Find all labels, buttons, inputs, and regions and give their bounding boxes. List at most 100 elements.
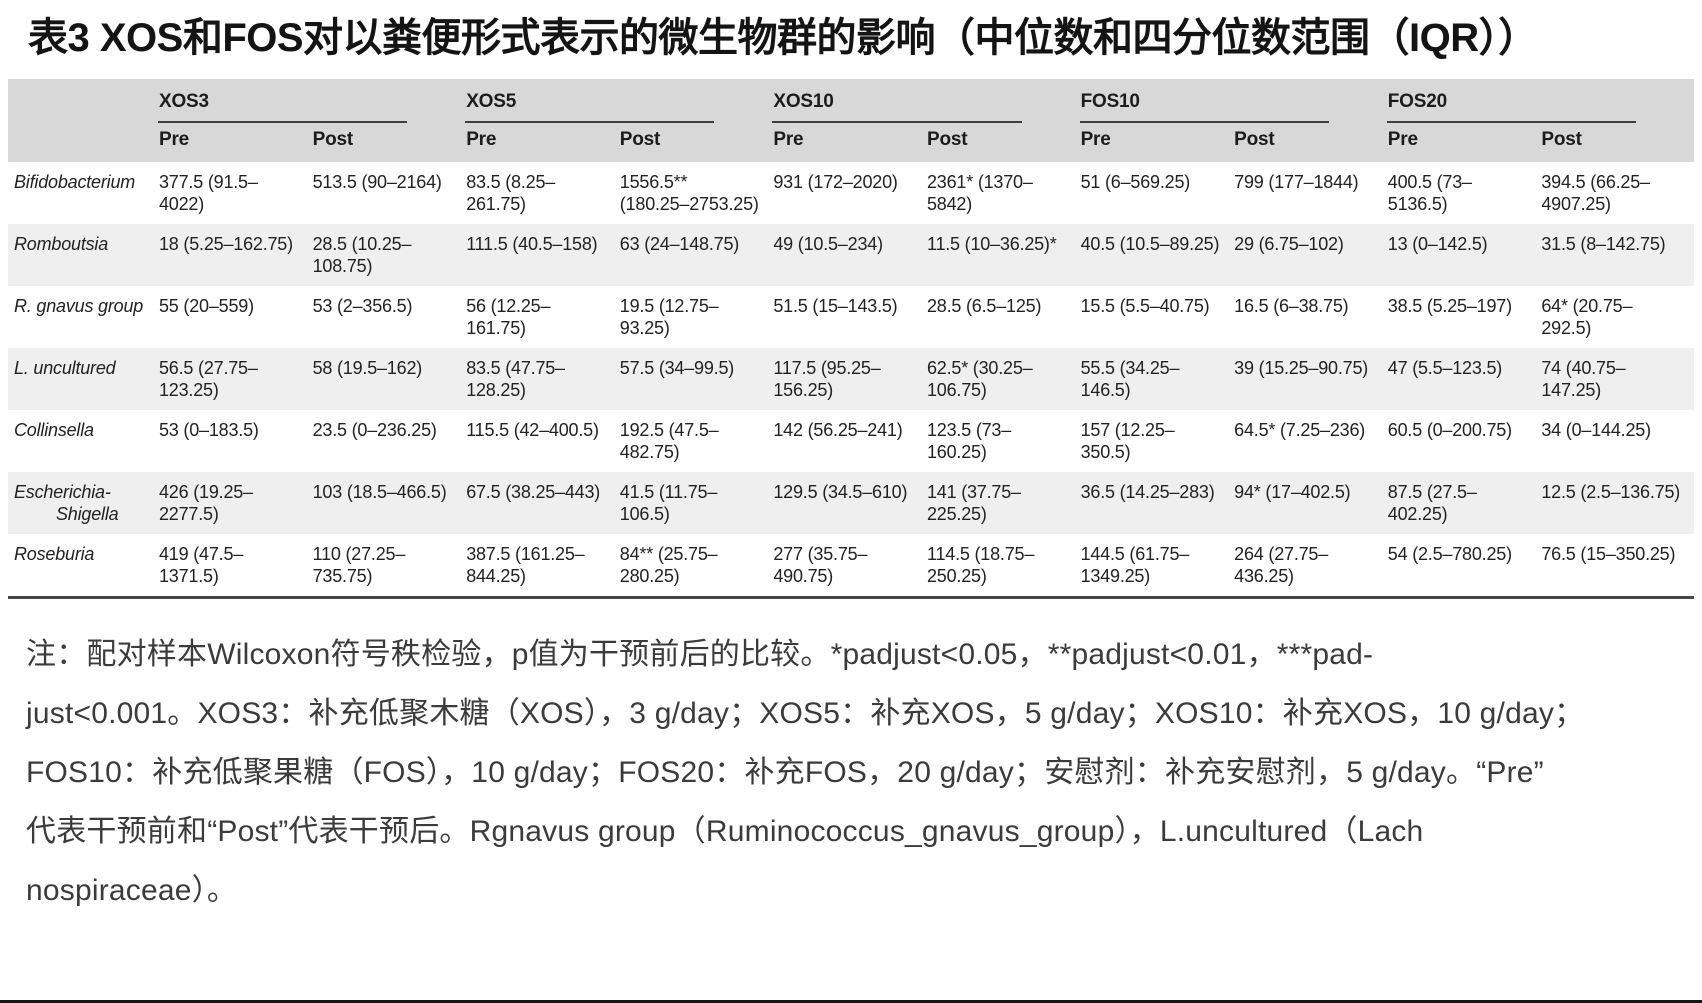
table-cell: 51.5 (15–143.5) [773, 296, 898, 316]
col-header-xos10-post: Post [926, 129, 968, 150]
table-cell: 11.5 (10–36.25)* [926, 234, 1057, 254]
table-cell: 19.5 (12.75–93.25) [619, 296, 719, 338]
col-header-fos20-pre: Pre [1387, 129, 1418, 150]
table-cell: 426 (19.25–2277.5) [159, 482, 253, 524]
table-cell: 63 (24–148.75) [619, 234, 740, 254]
table-cell: 277 (35.75–490.75) [773, 544, 868, 586]
table-cell: 53 (2–356.5) [312, 296, 413, 316]
col-header-xos3-pre: Pre [159, 129, 190, 150]
table-cell: 56 (12.25–161.75) [466, 296, 551, 338]
col-header-fos20-post: Post [1541, 129, 1582, 150]
footnote-line: 注：配对样本Wilcoxon符号秩检验，p值为干预前后的比较。*padjust<… [26, 638, 1374, 671]
table-cell: 64.5* (7.25–236) [1234, 420, 1366, 440]
table-cell: 18 (5.25–162.75) [159, 234, 293, 254]
footnote-line: nospiraceae）。 [26, 874, 238, 907]
table-cell: 55 (20–559) [159, 296, 254, 316]
table-cell: 114.5 (18.75–250.25) [926, 544, 1035, 586]
table-cell: 13 (0–142.5) [1387, 234, 1488, 254]
table-cell: 931 (172–2020) [773, 172, 898, 192]
table-cell: 1556.5** (180.25–2753.25) [619, 172, 759, 214]
taxon-name: Roseburia [14, 544, 95, 564]
table-cell: 94* (17–402.5) [1234, 482, 1351, 502]
group-header-fos20: FOS20 [1386, 79, 1694, 123]
table-cell: 31.5 (8–142.75) [1541, 234, 1666, 254]
corner-cell [8, 123, 158, 162]
group-label: XOS10 [772, 91, 1022, 123]
table-cell: 144.5 (61.75–1349.25) [1080, 544, 1190, 586]
taxon-name: Collinsella [14, 420, 94, 440]
table-cell: 83.5 (8.25–261.75) [466, 172, 556, 214]
table-cell: 16.5 (6–38.75) [1234, 296, 1349, 316]
table-cell: 23.5 (0–236.25) [312, 420, 437, 440]
table-cell: 110 (27.25–735.75) [312, 544, 406, 586]
table-cell: 76.5 (15–350.25) [1541, 544, 1676, 564]
table-cell: 47 (5.5–123.5) [1387, 358, 1503, 378]
table-header: XOS3 XOS5 XOS10 FOS10 FOS20 Pre Post Pre… [8, 79, 1694, 162]
group-label: XOS3 [158, 91, 408, 123]
footnote-line: 代表干预前和“Post”代表干预后。Rgnavus group（Ruminoco… [26, 815, 1424, 848]
table-cell: 141 (37.75–225.25) [926, 482, 1021, 524]
col-header-xos3-post: Post [312, 129, 354, 150]
footnote-line: FOS10：补充低聚果糖（FOS），10 g/day；FOS20：补充FOS，2… [26, 756, 1544, 789]
col-header-xos5-pre: Pre [466, 129, 497, 150]
table-cell: 60.5 (0–200.75) [1387, 420, 1512, 440]
table-body: Bifidobacterium 377.5 (91.5–4022) 513.5 … [8, 162, 1694, 598]
table-cell: 400.5 (73–5136.5) [1387, 172, 1472, 214]
table-cell: 84** (25.75–280.25) [619, 544, 718, 586]
bottom-divider [0, 1000, 1702, 1003]
footnote-line: just<0.001。XOS3：补充低聚木糖（XOS），3 g/day；XOS5… [26, 697, 1585, 730]
table-cell: 29 (6.75–102) [1234, 234, 1344, 254]
microbiota-table: XOS3 XOS5 XOS10 FOS10 FOS20 Pre Post Pre… [8, 79, 1694, 599]
table-cell: 62.5* (30.25–106.75) [926, 358, 1033, 400]
table-cell: 129.5 (34.5–610) [773, 482, 908, 502]
table-row: Romboutsia 18 (5.25–162.75) 28.5 (10.25–… [8, 224, 1694, 286]
group-label: FOS10 [1079, 91, 1329, 123]
col-header-fos10-pre: Pre [1080, 129, 1111, 150]
taxon-name: Escherichia-Shigella [14, 482, 119, 524]
table-cell: 28.5 (6.5–125) [926, 296, 1042, 316]
table-cell: 67.5 (38.25–443) [466, 482, 601, 502]
table-cell: 117.5 (95.25–156.25) [773, 358, 881, 400]
corner-cell [8, 79, 158, 123]
table-title: 表3 XOS和FOS对以粪便形式表示的微生物群的影响（中位数和四分位数范围（IQ… [28, 16, 1538, 60]
table-cell: 54 (2.5–780.25) [1387, 544, 1512, 564]
taxon-name: L. uncultured [14, 358, 116, 378]
group-header-xos5: XOS5 [465, 79, 772, 123]
taxon-name: R. gnavus group [14, 296, 144, 316]
table-cell: 41.5 (11.75–106.5) [619, 482, 718, 524]
group-header-xos3: XOS3 [158, 79, 465, 123]
table-cell: 40.5 (10.5–89.25) [1080, 234, 1220, 254]
table-cell: 83.5 (47.75–128.25) [466, 358, 565, 400]
table-row: Bifidobacterium 377.5 (91.5–4022) 513.5 … [8, 162, 1694, 224]
table-row: Escherichia-Shigella 426 (19.25–2277.5) … [8, 472, 1694, 534]
table-cell: 394.5 (66.25–4907.25) [1541, 172, 1650, 214]
table-cell: 87.5 (27.5–402.25) [1387, 482, 1477, 524]
table-cell: 53 (0–183.5) [159, 420, 259, 440]
table-cell: 34 (0–144.25) [1541, 420, 1651, 440]
table-cell: 192.5 (47.5–482.75) [619, 420, 719, 462]
group-header-xos10: XOS10 [772, 79, 1079, 123]
table-cell: 55.5 (34.25–146.5) [1080, 358, 1180, 400]
col-header-xos5-post: Post [619, 129, 661, 150]
table-cell: 387.5 (161.25–844.25) [466, 544, 585, 586]
group-label: XOS5 [465, 91, 715, 123]
group-header-fos10: FOS10 [1079, 79, 1387, 123]
table-cell: 64* (20.75–292.5) [1541, 296, 1633, 338]
table-cell: 57.5 (34–99.5) [619, 358, 735, 378]
table-cell: 799 (177–1844) [1234, 172, 1359, 192]
table-row: Collinsella 53 (0–183.5) 23.5 (0–236.25)… [8, 410, 1694, 472]
table-cell: 103 (18.5–466.5) [312, 482, 447, 502]
col-header-fos10-post: Post [1234, 129, 1275, 150]
table-cell: 51 (6–569.25) [1080, 172, 1191, 192]
table-container: XOS3 XOS5 XOS10 FOS10 FOS20 Pre Post Pre… [8, 79, 1694, 599]
table-cell: 74 (40.75–147.25) [1541, 358, 1626, 400]
table-footnote: 注：配对样本Wilcoxon符号秩检验，p值为干预前后的比较。*padjust<… [26, 625, 1672, 920]
table-cell: 142 (56.25–241) [773, 420, 903, 440]
table-cell: 419 (47.5–1371.5) [159, 544, 244, 586]
table-cell: 38.5 (5.25–197) [1387, 296, 1512, 316]
table-cell: 111.5 (40.5–158) [466, 234, 598, 254]
table-cell: 58 (19.5–162) [312, 358, 423, 378]
table-cell: 36.5 (14.25–283) [1080, 482, 1215, 502]
table-row: L. uncultured 56.5 (27.75–123.25) 58 (19… [8, 348, 1694, 410]
